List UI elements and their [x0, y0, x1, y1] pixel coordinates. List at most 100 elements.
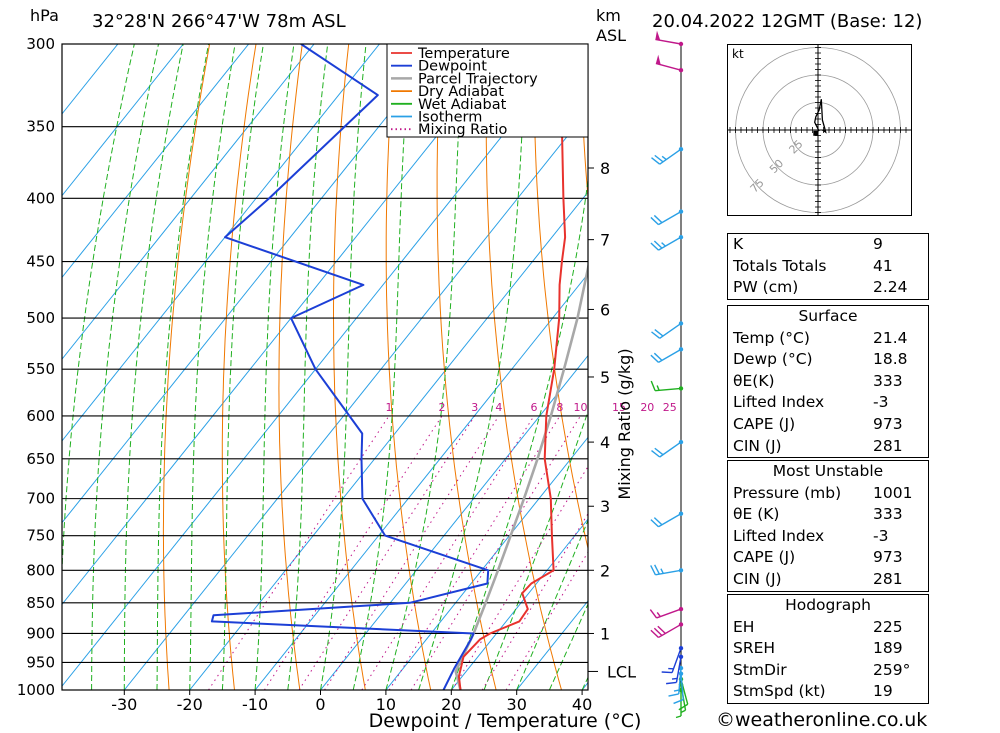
wind-barb-flag: [650, 380, 656, 391]
mixing-ratio-label: 15: [612, 401, 626, 414]
isotherm-line: [123, 109, 588, 690]
wind-barb-shaft: [675, 656, 682, 683]
mixing-ratio-label: 10: [573, 401, 587, 414]
wind-barb-half-flag: [671, 677, 678, 680]
wind-barb-half-flag: [680, 709, 686, 714]
isotherm-line: [62, 44, 511, 606]
wind-barb-shaft: [678, 668, 682, 695]
wind-level-dot: [678, 439, 684, 445]
isotherm-line: [254, 273, 588, 690]
wind-barb-shaft: [655, 569, 682, 576]
mixing-ratio-line: [361, 415, 535, 690]
wind-barb: [673, 671, 684, 705]
wind-level-dot: [678, 654, 684, 660]
wind-barb: [650, 234, 684, 251]
wind-barb-half-flag: [673, 689, 680, 692]
x-tick-label: 40: [572, 695, 592, 714]
hodograph-unit-label: kt: [732, 47, 744, 61]
wind-barb: [650, 511, 684, 528]
isotherm-line: [62, 44, 119, 115]
wet-adiabat-line: [221, 44, 264, 690]
wind-barb: [655, 30, 684, 47]
wind-barb-flag: [668, 693, 679, 697]
wind-barb-flag: [649, 609, 658, 619]
wind-barb-flag: [661, 671, 673, 674]
asl-unit-label: ASL: [596, 26, 627, 45]
copyright-text: ©weatheronline.co.uk: [716, 709, 928, 731]
dry-adiabat-line: [221, 44, 257, 690]
km-tick-label: 8: [600, 159, 610, 178]
mixing-ratio-line: [388, 415, 561, 690]
mixing-ratio-line: [263, 415, 443, 690]
wind-barb-shaft: [658, 513, 682, 528]
most-unstable-title: Most Unstable: [772, 462, 884, 480]
dry-adiabat-line: [385, 44, 432, 690]
legend-label: Temperature: [417, 46, 510, 62]
isotherm-line: [62, 44, 315, 360]
isotherm-line: [320, 354, 588, 690]
wind-barb-shaft: [655, 387, 682, 392]
isotherm-line: [62, 44, 380, 442]
pressure-unit-label: hPa: [30, 6, 59, 25]
km-tick-label: 4: [600, 433, 610, 452]
legend-label: Wet Adiabat: [418, 97, 507, 113]
isotherm-line: [189, 191, 588, 690]
km-tick-label: 7: [600, 231, 610, 250]
wind-barb-flag: [678, 703, 689, 711]
surface-title: Surface: [798, 307, 858, 325]
isotherm-line: [62, 44, 250, 279]
wind-barb: [651, 321, 684, 339]
wind-barb-flag: [653, 240, 663, 249]
wind-barb-shaft: [659, 148, 682, 165]
wet-adiabat-line: [189, 44, 236, 690]
legend-label: Parcel Trajectory: [418, 71, 538, 87]
legend-label: Dewpoint: [418, 59, 487, 75]
wind-level-dot: [678, 645, 684, 651]
storm-motion-marker: [813, 130, 819, 136]
isotherm-line: [62, 44, 184, 197]
y-tick-label: 950: [26, 653, 55, 671]
wind-barb-flag: [653, 352, 663, 361]
wind-level-dot: [678, 622, 684, 627]
wind-barb-flag: [653, 627, 663, 636]
dry-adiabat-line: [533, 44, 588, 551]
isotherm-line: [62, 44, 446, 524]
wind-barb-flag: [650, 216, 659, 226]
wet-adiabat-line: [62, 44, 135, 581]
y-tick-label: 400: [26, 189, 55, 207]
wind-level-dot: [678, 347, 684, 352]
wind-barb-flag: [654, 154, 664, 163]
km-tick-label: 5: [600, 368, 610, 387]
y-tick-label: 900: [26, 624, 55, 642]
hodograph-trace: [814, 99, 827, 134]
wet-adiabat-line: [548, 602, 588, 690]
y-tick-label: 500: [26, 309, 55, 327]
wind-barb: [651, 439, 684, 458]
wind-barb-shaft: [659, 322, 682, 339]
y-tick-label: 450: [26, 253, 55, 271]
wind-barb: [655, 54, 684, 73]
wind-barb: [651, 147, 684, 165]
wind-level-dot: [678, 209, 684, 214]
wind-barb-shaft: [658, 211, 682, 226]
wind-barb-flag: [651, 449, 661, 458]
wet-adiabat-line: [287, 44, 329, 690]
mixing-ratio-label: 25: [663, 401, 677, 414]
y-tick-label: 800: [26, 561, 55, 579]
mixing-ratio-line: [324, 415, 500, 690]
km-tick-label: 2: [600, 561, 610, 580]
dry-adiabat-line: [278, 44, 303, 690]
wind-barb-flag: [654, 447, 664, 456]
y-tick-label: 550: [26, 360, 55, 378]
wind-barb-flag: [650, 519, 659, 528]
wind-barb-half-flag: [661, 155, 667, 161]
dewpoint-line: [210, 44, 490, 690]
wet-adiabat-line: [352, 44, 411, 690]
surface-box: Surface Temp (°C) 21.4 Dewp (°C) 18.8 θE(K…: [727, 305, 929, 459]
mixing-ratio-label: 8: [556, 401, 563, 414]
wind-barb: [649, 606, 684, 619]
wind-level-dot: [678, 147, 684, 152]
mixing-ratio-label: 1: [385, 401, 392, 414]
wind-barb-shaft: [658, 348, 682, 363]
